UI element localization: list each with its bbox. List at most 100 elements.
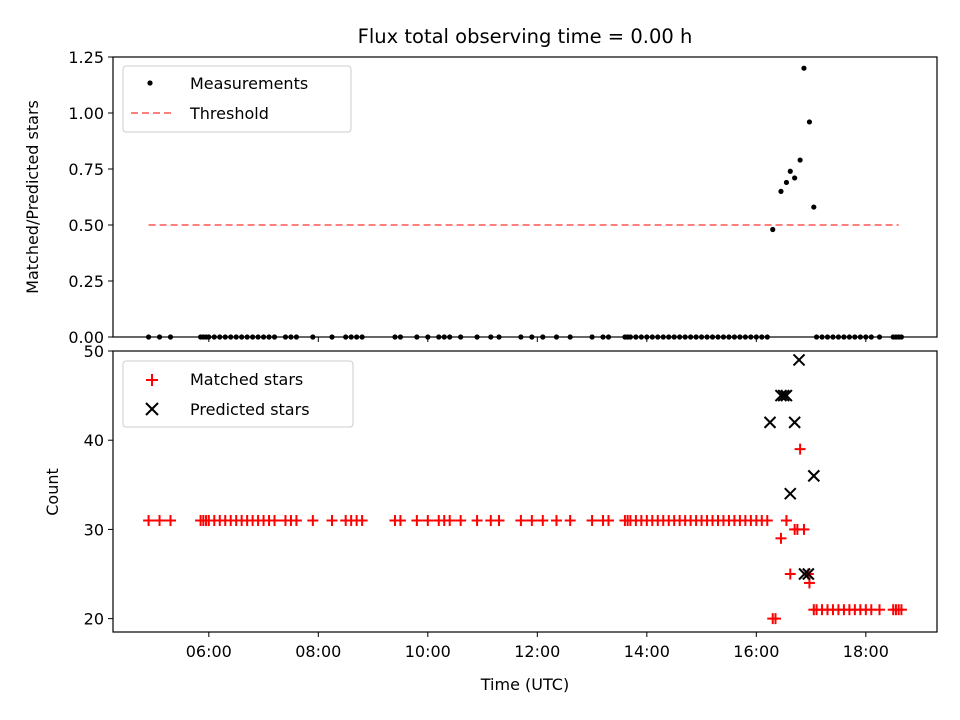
top-x-ticks — [208, 337, 867, 342]
top-legend-box — [122, 65, 352, 133]
bottom-y-tick-label: 20 — [84, 610, 104, 629]
bottom-y-axis-label: Count — [43, 468, 62, 516]
matched-star-point — [422, 514, 434, 526]
measurement-point — [778, 188, 784, 194]
bottom-y-tick-label: 30 — [84, 520, 104, 539]
matched-star-point — [455, 514, 467, 526]
matched-star-point — [164, 514, 176, 526]
matched-star-point — [290, 514, 302, 526]
bottom-y-tick-label: 50 — [84, 342, 104, 361]
predicted-star-point — [802, 567, 815, 581]
bottom-axes-frame — [112, 350, 938, 633]
measurement-point — [770, 226, 776, 233]
bottom-legend: Matched stars Predicted stars — [122, 360, 354, 428]
predicted-marker-b — [798, 567, 811, 581]
measurement-point — [811, 204, 817, 210]
top-y-tick-label: 0.25 — [68, 272, 104, 291]
matched-star-point — [326, 514, 338, 526]
bottom-x-tick-label: 10:00 — [405, 642, 451, 661]
bottom-series-points — [143, 353, 907, 625]
matched-star-point — [493, 514, 505, 526]
bottom-y-ticks: 20 30 40 50 — [84, 342, 113, 629]
top-chart-title: Flux total observing time = 0.00 h — [358, 25, 693, 48]
predicted-marker-b — [777, 389, 790, 402]
measurement-point — [783, 179, 790, 186]
top-y-ticks: 0.00 0.25 0.50 0.75 1.00 1.25 — [68, 48, 113, 347]
legend-measurements-marker — [147, 80, 153, 86]
predicted-marker-b — [763, 416, 777, 429]
bottom-x-ticks: 06:00 08:00 10:00 12:00 14:00 16:00 18:00 — [186, 632, 889, 661]
predicted-star-point — [807, 469, 821, 483]
bottom-x-tick-label: 18:00 — [843, 642, 889, 661]
predicted-star-point — [784, 487, 797, 500]
top-y-tick-label: 1.00 — [68, 104, 104, 123]
predicted-marker-b — [788, 416, 801, 429]
matched-star-point — [780, 514, 792, 526]
matched-star-point — [761, 514, 773, 526]
predicted-marker-b — [784, 487, 797, 500]
measurement-point — [806, 119, 813, 125]
matched-star-point — [874, 604, 886, 616]
predicted-marker-b — [802, 567, 815, 581]
bottom-chart: 20 30 40 50 06:00 08:00 10:00 12:00 14:00 16:00 1… — [43, 342, 938, 694]
matched-star-point — [775, 532, 787, 544]
bottom-x-tick-label: 14:00 — [624, 642, 670, 661]
top-y-axis-label: Matched/Predicted stars — [23, 100, 42, 294]
matched-star-point — [586, 514, 598, 526]
legend-measurements-label: Measurements — [190, 74, 308, 93]
matched-star-point — [537, 514, 549, 526]
matched-star-point — [307, 514, 319, 526]
matched-star-point — [791, 523, 803, 535]
matched-star-point — [769, 613, 781, 625]
legend-threshold-label: Threshold — [189, 104, 269, 123]
predicted-marker-b — [774, 389, 788, 402]
bottom-x-tick-label: 08:00 — [295, 642, 341, 661]
matched-star-point — [895, 604, 907, 616]
predicted-marker-b — [792, 353, 806, 367]
predicted-star-point — [780, 389, 793, 402]
predicted-star-point — [792, 353, 806, 367]
legend-predicted-marker — [145, 402, 159, 416]
matched-star-point — [515, 514, 527, 526]
bottom-y-tick-label: 40 — [84, 431, 104, 450]
matched-star-point — [444, 514, 456, 526]
predicted-star-point — [788, 416, 801, 429]
predicted-star-point — [763, 416, 777, 429]
measurement-point — [801, 65, 807, 71]
top-y-tick-label: 0.50 — [68, 216, 104, 235]
matched-star-point — [356, 514, 368, 526]
measurement-point — [792, 175, 798, 181]
matched-star-point — [269, 514, 281, 526]
top-y-tick-label: 1.25 — [68, 48, 104, 67]
top-axes-frame — [112, 56, 938, 338]
legend-predicted-label: Predicted stars — [190, 400, 310, 419]
top-y-tick-label: 0.75 — [68, 160, 104, 179]
matched-star-point — [550, 514, 562, 526]
predicted-marker-b — [780, 389, 793, 402]
matched-star-point — [143, 514, 155, 526]
top-y-tick-label: 0.00 — [68, 328, 104, 347]
measurement-point — [797, 157, 803, 163]
top-chart: Flux total observing time = 0.00 h 0.000… — [23, 25, 938, 347]
legend-matched-label: Matched stars — [190, 370, 303, 389]
bottom-x-axis-label: Time (UTC) — [480, 675, 569, 694]
top-legend: Measurements Threshold — [122, 65, 352, 133]
bottom-x-tick-label: 16:00 — [733, 642, 779, 661]
legend-matched-marker — [146, 374, 158, 386]
predicted-star-point — [777, 389, 790, 402]
matched-star-point — [794, 443, 806, 455]
matched-star-point — [564, 514, 576, 526]
matched-star-point — [784, 568, 796, 580]
matched-star-point — [602, 514, 614, 526]
matched-star-point — [471, 514, 483, 526]
bottom-x-tick-label: 12:00 — [514, 642, 560, 661]
bottom-legend-box — [122, 360, 354, 428]
predicted-marker-b — [807, 469, 821, 483]
matched-star-point — [394, 514, 406, 526]
matched-star-point — [526, 514, 538, 526]
matched-star-point — [411, 514, 423, 526]
predicted-star-point — [798, 567, 811, 581]
predicted-star-point — [774, 389, 788, 402]
bottom-x-tick-label: 06:00 — [186, 642, 232, 661]
